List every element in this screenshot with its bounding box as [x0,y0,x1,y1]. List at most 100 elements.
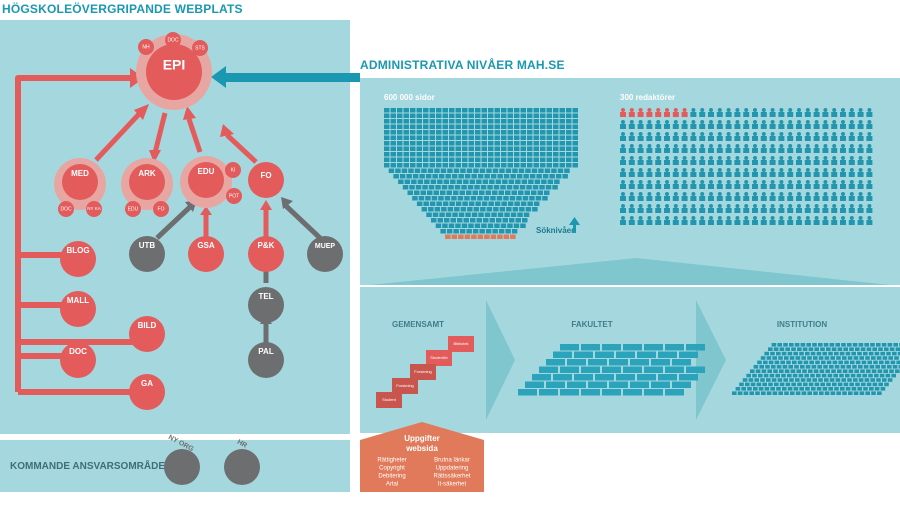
bild-node[interactable]: BILD [129,316,165,352]
epi-node[interactable]: EPI [136,34,212,110]
page-block [512,207,519,212]
institution-block [784,356,789,360]
page-block [453,190,459,195]
editor-body [725,208,732,213]
editor-body [620,136,626,141]
mall-node[interactable]: MALL [60,291,96,327]
pal-node[interactable]: PAL [248,342,284,378]
editor-head [744,180,749,184]
editor-body [822,184,829,189]
page-block [468,152,474,157]
ark-node[interactable]: ARK EDU FO [121,158,173,217]
page-block [424,179,430,184]
fakultet-block [644,366,663,373]
page-block [546,113,552,118]
page-block [423,113,429,118]
institution-block [790,391,795,395]
editor-body [672,124,679,129]
editor-body [787,196,794,201]
page-block [540,163,546,168]
page-block [518,190,524,195]
page-block [546,141,552,146]
page-block [451,196,457,201]
fakultet-block [595,374,614,381]
doc-node[interactable]: DOC [60,342,96,378]
page-block [435,223,442,228]
page-block [533,108,539,113]
page-block [523,212,530,217]
editor-body [857,220,864,225]
institution-block [893,343,898,347]
fo-node[interactable]: FO [248,162,284,198]
institution-block [782,387,787,391]
utb-node[interactable]: UTB [129,236,165,272]
page-block [468,113,474,118]
fakultet-block [539,366,558,373]
editor-body [769,184,776,189]
editor-body [628,196,635,201]
page-block [468,141,474,146]
editor-head [858,108,863,112]
page-block [496,218,502,223]
page-block [559,146,565,151]
bottom-left-label: KOMMANDE ANSVARSOMRÅDEN [10,461,173,472]
institution-block [761,391,766,395]
editor-head [717,156,722,160]
search-up-arrow-icon [569,217,580,233]
gsa-node[interactable]: GSA [188,236,224,272]
fakultet-block [616,351,635,358]
institution-block [855,347,860,351]
ga-node[interactable]: GA [129,374,165,410]
institution-block [866,347,872,351]
editor-body [699,148,706,153]
page-block [390,124,396,129]
fakultet-block [602,344,621,351]
page-block [407,190,413,195]
editor-body [628,160,635,165]
future-hr: HR [224,439,260,485]
institution-block [821,360,826,365]
page-block [398,179,404,184]
editor-head [700,216,705,220]
pk-node[interactable]: P&K [248,236,284,272]
edu-node[interactable]: EDU KI POT [180,156,242,208]
institution-block [816,373,821,378]
page-block [514,157,520,162]
page-block [410,130,416,135]
muep-node[interactable]: MUEP [307,236,343,272]
editor-head [753,204,757,208]
page-block [553,130,559,135]
page-block [533,201,540,206]
page-block [442,130,448,135]
editor-head [814,204,819,208]
blog-node[interactable]: BLOG [60,241,96,277]
editor-body [672,160,679,165]
institution-block [894,356,899,360]
page-block [555,174,562,179]
page-block [527,108,533,113]
editor-head [744,192,749,196]
editor-body [831,220,838,225]
editor-body [646,124,653,129]
editor-head [849,216,854,220]
editor-body [628,220,635,225]
doc-label: DOC [69,347,87,356]
institution-block [791,347,796,351]
institution-block [753,387,758,391]
page-block [423,108,429,113]
editor-body [690,160,697,165]
med-node[interactable]: MED DOC NY KA [54,158,106,217]
fakultet-block [574,351,593,358]
institution-block [807,391,812,395]
editor-body [620,208,626,213]
editor-head [709,180,713,184]
page-block [533,157,539,162]
page-block [433,190,439,195]
page-block [423,141,429,146]
editor-body [664,112,670,117]
institution-block [787,351,793,356]
tel-node[interactable]: TEL [248,287,284,323]
page-block [505,229,511,234]
institution-block [847,343,852,347]
institution-block [882,378,887,382]
